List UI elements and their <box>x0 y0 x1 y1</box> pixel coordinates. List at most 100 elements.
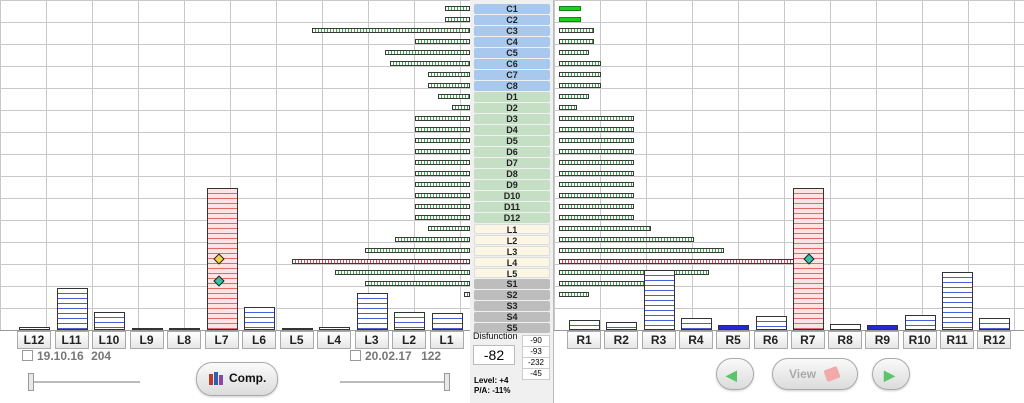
segment-button-r9[interactable]: R9 <box>865 331 900 349</box>
segment-button-l1[interactable]: L1 <box>429 331 464 349</box>
slider-thumb-2[interactable] <box>444 373 450 391</box>
vertebra-label-l2[interactable]: L2 <box>474 235 550 246</box>
comp-label: Comp. <box>229 371 267 385</box>
right-hbar-d1 <box>559 94 589 99</box>
vertebra-label-d6[interactable]: D6 <box>474 147 550 157</box>
left-hbar-d12 <box>415 215 470 220</box>
segment-button-l10[interactable]: L10 <box>92 331 126 349</box>
segment-button-l3[interactable]: L3 <box>354 331 389 349</box>
vertebra-label-s5[interactable]: S5 <box>474 323 550 333</box>
segment-button-l6[interactable]: L6 <box>242 331 276 349</box>
vertebra-label-d12[interactable]: D12 <box>474 213 550 223</box>
vertebra-label-s3[interactable]: S3 <box>474 301 550 311</box>
back-button[interactable]: ◀ <box>716 358 754 390</box>
right-column-bar-r8 <box>830 324 862 330</box>
vertebra-label-d3[interactable]: D3 <box>474 114 550 124</box>
vertebra-label-c6[interactable]: C6 <box>474 59 550 69</box>
segment-button-l9[interactable]: L9 <box>129 331 164 349</box>
right-column-bar-r2 <box>606 322 638 330</box>
segment-button-r5[interactable]: R5 <box>716 331 751 349</box>
left-column-bar-l10 <box>94 312 125 330</box>
disfunction-label: Disfunction <box>473 331 518 341</box>
vertebra-label-d4[interactable]: D4 <box>474 125 550 135</box>
right-hbar-d6 <box>559 149 634 154</box>
vertebra-label-l3[interactable]: L3 <box>474 246 550 257</box>
left-column-bar-l5 <box>281 328 313 330</box>
segment-button-r8[interactable]: R8 <box>828 331 863 349</box>
left-hbar-l5 <box>335 270 470 275</box>
vertebra-label-d8[interactable]: D8 <box>474 169 550 179</box>
segment-button-l5[interactable]: L5 <box>279 331 314 349</box>
vertebra-label-c1[interactable]: C1 <box>474 4 550 14</box>
vertebra-label-c8[interactable]: C8 <box>474 81 550 91</box>
vertebra-label-l5[interactable]: L5 <box>474 268 550 279</box>
vertebra-label-c2[interactable]: C2 <box>474 15 550 25</box>
left-hbar-d8 <box>415 171 470 176</box>
right-hbar-d10 <box>559 193 634 198</box>
left-hbar-d11 <box>415 204 470 209</box>
segment-button-l4[interactable]: L4 <box>317 331 351 349</box>
right-hbar-d11 <box>559 204 634 209</box>
right-hbar-c4 <box>559 39 594 44</box>
vertebra-label-d11[interactable]: D11 <box>474 202 550 212</box>
view-button[interactable]: View <box>772 358 858 390</box>
pa-text: P/A: -11% <box>474 386 511 395</box>
checkbox-icon[interactable] <box>350 350 361 361</box>
vertebra-label-d9[interactable]: D9 <box>474 180 550 190</box>
vertebra-label-l4[interactable]: L4 <box>474 257 550 268</box>
level-text: Level: +4 <box>474 376 509 385</box>
vertebra-label-s1[interactable]: S1 <box>474 279 550 289</box>
segment-button-l11[interactable]: L11 <box>54 331 89 349</box>
segment-button-r12[interactable]: R12 <box>977 331 1012 349</box>
left-chart-panel: L12 L11 L10 L9 L8 L7 L6 L5 L4 L3 L2 L1 19.10.16 204… <box>0 0 471 403</box>
right-hbar-l3 <box>559 248 724 253</box>
segment-button-l12[interactable]: L12 <box>17 331 51 349</box>
vertebra-label-l1[interactable]: L1 <box>474 224 550 235</box>
left-hbar-d3 <box>415 116 470 121</box>
right-hbar-c3 <box>559 28 594 33</box>
date-checkbox-1[interactable]: 19.10.16 204 <box>22 349 111 365</box>
left-baseline <box>0 330 470 331</box>
disfunction-value: -82 <box>473 345 515 365</box>
right-column-bar-r10 <box>904 315 936 330</box>
left-column-bar-l9 <box>131 328 163 330</box>
vertebra-label-c5[interactable]: C5 <box>474 48 550 58</box>
vertebra-label-s4[interactable]: S4 <box>474 312 550 322</box>
right-hbar-d5 <box>559 138 634 143</box>
segment-button-r1[interactable]: R1 <box>567 331 601 349</box>
segment-button-l8[interactable]: L8 <box>167 331 201 349</box>
segment-button-r4[interactable]: R4 <box>678 331 713 349</box>
segment-button-r10[interactable]: R10 <box>902 331 937 349</box>
left-hbar-d7 <box>415 160 470 165</box>
vertebra-label-c3[interactable]: C3 <box>474 26 550 36</box>
vertebra-label-d10[interactable]: D10 <box>474 191 550 201</box>
vertebra-label-c7[interactable]: C7 <box>474 70 550 80</box>
vertebra-label-d1[interactable]: D1 <box>474 92 550 102</box>
vertebra-label-d5[interactable]: D5 <box>474 136 550 146</box>
vertebra-label-d7[interactable]: D7 <box>474 158 550 168</box>
segment-button-l2[interactable]: L2 <box>392 331 426 349</box>
segment-button-l7[interactable]: L7 <box>204 331 239 349</box>
segment-button-r2[interactable]: R2 <box>604 331 639 349</box>
left-hbar-c7 <box>428 72 470 77</box>
date-checkbox-2[interactable]: 20.02.17 122 <box>350 349 441 365</box>
vertebra-label-d2[interactable]: D2 <box>474 103 550 113</box>
right-column-bar-r11 <box>942 272 973 330</box>
forward-button[interactable]: ▶ <box>872 358 910 390</box>
segment-button-r7[interactable]: R7 <box>790 331 825 349</box>
left-hbar-d5 <box>415 138 470 143</box>
right-hbar-c5 <box>559 50 589 55</box>
left-hbar-c5 <box>385 50 470 55</box>
comp-button[interactable]: Comp. <box>196 362 278 396</box>
center-spine-panel: C1 C2 C3 C4 C5 C6 C7 C8 D1 D2 D3 D4 D5 D6 D7 D8 D9 D10 D11… <box>470 0 553 403</box>
left-hbar-s2 <box>464 292 470 297</box>
left-hbar-c6 <box>390 61 470 66</box>
segment-button-r6[interactable]: R6 <box>753 331 788 349</box>
checkbox-icon[interactable] <box>22 350 33 361</box>
date-2: 20.02.17 <box>365 349 412 363</box>
slider-thumb-1[interactable] <box>28 373 34 391</box>
vertebra-label-s2[interactable]: S2 <box>474 290 550 300</box>
segment-button-r3[interactable]: R3 <box>641 331 676 349</box>
segment-button-r11[interactable]: R11 <box>940 331 974 349</box>
vertebra-label-c4[interactable]: C4 <box>474 37 550 47</box>
